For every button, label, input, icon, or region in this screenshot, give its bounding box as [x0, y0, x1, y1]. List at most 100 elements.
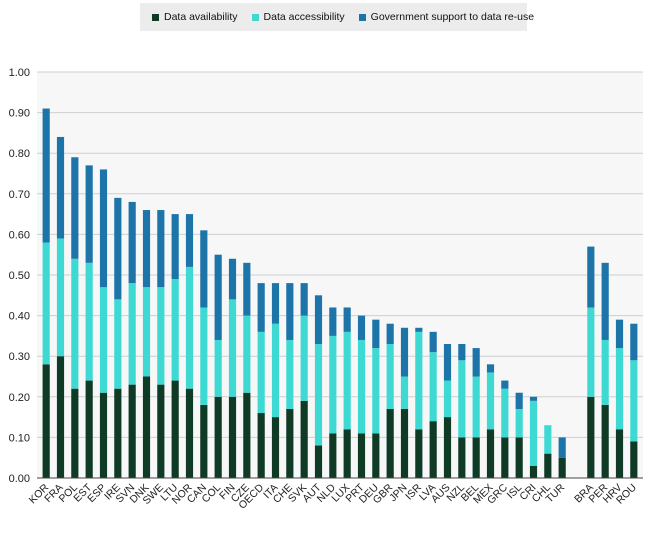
bar-segment-chl-s1	[544, 425, 552, 454]
bar-segment-nzl-s0	[458, 437, 466, 478]
bar-segment-ire-s2	[114, 197, 122, 300]
y-tick-label: 0.00	[9, 473, 30, 485]
bar-segment-cri-s0	[529, 465, 538, 478]
bar-segment-esp-s1	[99, 287, 108, 393]
bar-segment-che-s2	[286, 283, 294, 340]
bar-segment-hrv-s1	[615, 348, 624, 430]
bar-segment-fra-s2	[56, 136, 65, 239]
bar-segment-hrv-s2	[615, 319, 624, 349]
bar-segment-swe-s2	[157, 210, 165, 288]
bar-segment-fra-s1	[56, 238, 65, 357]
bar-segment-grc-s1	[501, 388, 509, 438]
bar-segment-ita-s1	[271, 323, 280, 418]
bar-segment-dnk-s0	[142, 376, 151, 478]
bar-segment-rou-s0	[630, 441, 638, 478]
bar-segment-isr-s2	[415, 327, 423, 332]
bar-segment-kor-s1	[42, 242, 50, 365]
bar-segment-svk-s0	[300, 400, 308, 478]
y-tick-label: 0.60	[9, 229, 30, 241]
bar-segment-nzl-s2	[458, 344, 466, 361]
legend-item-government-support: Government support to data re-use	[358, 11, 534, 23]
bar-segment-pol-s0	[71, 388, 79, 478]
bar-segment-ltu-s1	[171, 279, 179, 381]
bar-segment-pol-s1	[71, 258, 79, 389]
bar-segment-kor-s0	[42, 364, 50, 478]
bar-segment-pol-s2	[71, 157, 79, 259]
bar-segment-nor-s1	[185, 266, 194, 389]
bar-segment-ire-s1	[114, 299, 122, 389]
bar-segment-mex-s1	[486, 372, 495, 430]
bar-segment-cri-s2	[529, 396, 538, 401]
bar-segment-lux-s2	[343, 307, 351, 332]
bar-segment-gbr-s1	[386, 344, 394, 409]
y-tick-label: 0.80	[9, 148, 30, 160]
bar-segment-lux-s0	[343, 429, 351, 478]
bar-segment-isr-s0	[415, 429, 423, 478]
bar-segment-fin-s2	[228, 258, 237, 300]
legend-item-data-availability: Data availability	[152, 11, 238, 23]
bar-segment-lux-s1	[343, 331, 351, 430]
y-tick-label: 0.20	[9, 392, 30, 404]
bar-segment-ltu-s0	[171, 380, 179, 478]
bar-segment-kor-s2	[42, 108, 50, 243]
bar-segment-aut-s1	[314, 344, 323, 446]
bar-segment-ire-s0	[114, 388, 122, 478]
bar-segment-mex-s0	[486, 429, 495, 478]
bar-segment-dnk-s1	[142, 287, 151, 377]
bar-segment-isr-s1	[415, 331, 423, 430]
bar-segment-isl-s1	[515, 408, 523, 438]
bar-segment-can-s1	[200, 307, 208, 405]
bar-segment-col-s1	[214, 339, 222, 397]
bar-segment-svk-s1	[300, 315, 308, 401]
bar-segment-esp-s2	[99, 169, 108, 288]
bar-segment-can-s0	[200, 404, 208, 478]
bar-segment-est-s0	[85, 380, 93, 478]
bar-segment-ltu-s2	[171, 214, 179, 280]
bar-segment-deu-s0	[372, 433, 380, 478]
legend-swatch-data-availability	[152, 13, 159, 21]
bar-segment-aus-s2	[443, 344, 452, 381]
bar-segment-bra-s0	[587, 396, 595, 478]
bar-segment-aut-s2	[314, 295, 323, 345]
bar-segment-cri-s1	[529, 400, 538, 466]
bar-segment-bel-s0	[472, 437, 480, 478]
bar-segment-dnk-s2	[142, 210, 151, 288]
bar-segment-gbr-s0	[386, 408, 394, 478]
bar-segment-lva-s0	[429, 421, 437, 478]
bar-segment-per-s0	[601, 404, 609, 478]
chart-legend: Data availability Data accessibility Gov…	[140, 3, 534, 31]
bar-segment-grc-s0	[501, 437, 509, 478]
y-tick-label: 1.00	[9, 67, 30, 79]
bar-segment-rou-s2	[630, 323, 638, 361]
bar-segment-cze-s0	[243, 392, 251, 478]
bar-segment-fin-s0	[228, 396, 237, 478]
bar-segment-ita-s0	[271, 417, 280, 478]
bar-segment-prt-s1	[357, 339, 366, 434]
y-tick-label: 0.70	[9, 189, 30, 201]
legend-swatch-government-support	[358, 13, 366, 21]
y-tick-label: 0.90	[9, 108, 30, 120]
bar-segment-oecd-s0	[257, 413, 265, 478]
y-tick-label: 0.10	[9, 432, 30, 444]
bar-segment-aus-s0	[443, 417, 452, 478]
bar-segment-swe-s0	[157, 384, 165, 478]
bar-segment-oecd-s2	[257, 283, 265, 332]
bar-segment-svk-s2	[300, 283, 308, 316]
bar-segment-est-s2	[85, 165, 93, 263]
bar-segment-esp-s0	[99, 392, 108, 478]
bar-segment-aus-s1	[443, 380, 452, 418]
y-tick-label: 0.50	[9, 270, 30, 282]
bar-segment-che-s1	[286, 339, 294, 409]
bar-segment-chl-s0	[544, 453, 552, 478]
bar-segment-lva-s2	[429, 331, 437, 353]
y-tick-label: 0.30	[9, 351, 30, 363]
bar-segment-deu-s2	[372, 319, 380, 349]
bar-segment-nld-s1	[329, 335, 337, 434]
y-tick-label: 0.40	[9, 311, 30, 323]
bar-segment-nld-s2	[329, 307, 337, 336]
bar-segment-prt-s2	[357, 315, 366, 340]
bar-segment-per-s1	[601, 339, 609, 405]
bar-segment-prt-s0	[357, 433, 366, 478]
